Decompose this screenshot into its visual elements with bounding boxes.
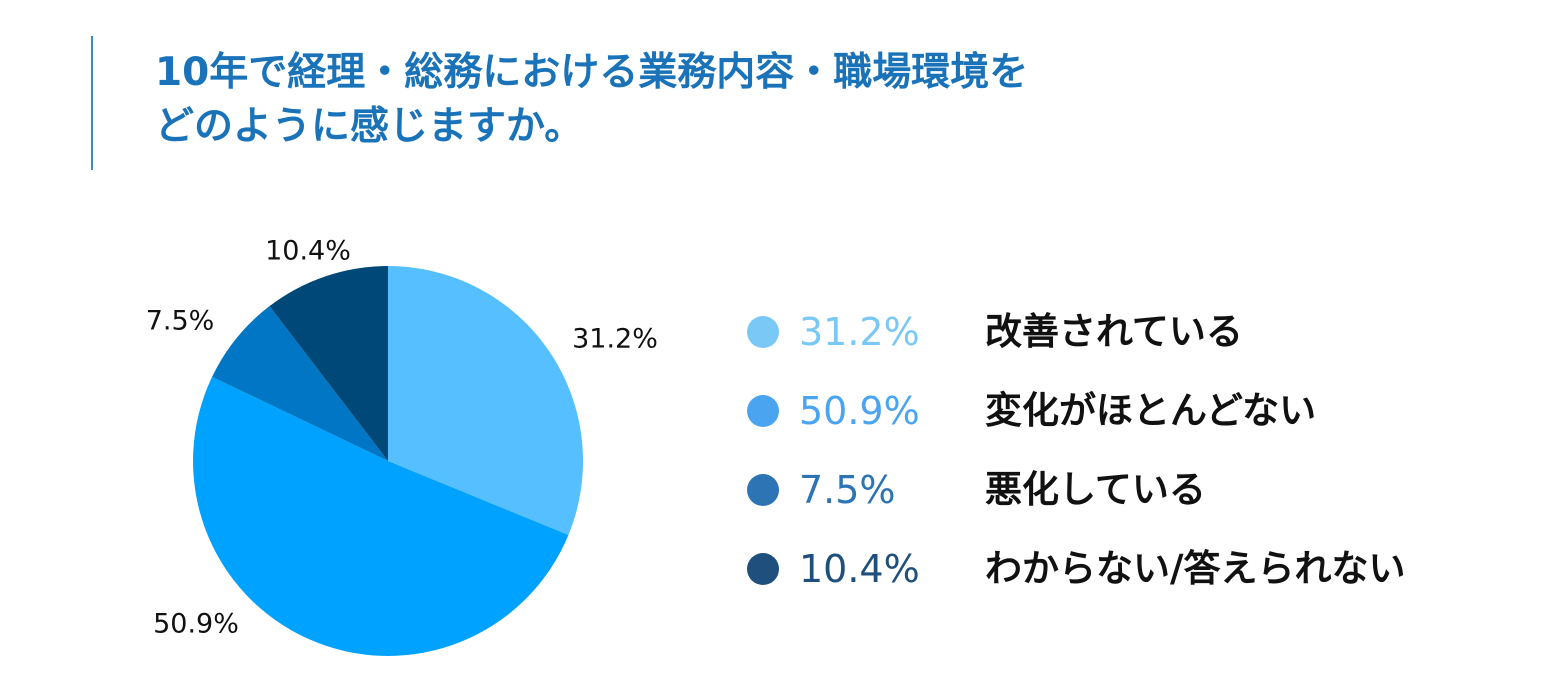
chart-title: 10年で経理・総務における業務内容・職場環境を どのように感じますか。 (155, 46, 1028, 154)
legend-item-unknown: 10.4% わからない/答えられない (745, 543, 1465, 622)
legend-dot-worsened (747, 474, 779, 506)
legend-value-worsened: 7.5% (799, 468, 896, 512)
legend-item-no-change: 50.9% 変化がほとんどない (745, 385, 1465, 464)
pie-chart: 31.2% 50.9% 7.5% 10.4% (146, 236, 658, 656)
legend-dot-no-change (747, 395, 779, 427)
legend-value-improved: 31.2% (799, 310, 920, 354)
legend-item-improved: 31.2% 改善されている (745, 306, 1465, 385)
chart-title-line-2: どのように感じますか。 (155, 104, 584, 149)
legend: 31.2% 改善されている 50.9% 変化がほとんどない 7.5% 悪化してい… (745, 306, 1465, 622)
legend-item-worsened: 7.5% 悪化している (745, 464, 1465, 543)
pie-label-unknown: 10.4% (265, 236, 351, 267)
pie-label-worsened: 7.5% (146, 306, 215, 337)
legend-label-improved: 改善されている (985, 310, 1243, 353)
legend-label-unknown: わからない/答えられない (985, 547, 1406, 590)
legend-value-unknown: 10.4% (799, 547, 920, 591)
legend-label-worsened: 悪化している (985, 468, 1206, 511)
pie-label-improved: 31.2% (572, 324, 658, 355)
title-accent-bar (91, 36, 93, 170)
pie-slice-improved (388, 266, 584, 536)
pie-slice-no-change (193, 376, 569, 656)
legend-label-no-change: 変化がほとんどない (985, 389, 1317, 432)
legend-value-no-change: 50.9% (799, 389, 920, 433)
legend-dot-improved (747, 316, 779, 348)
pie-slice-worsened (212, 306, 388, 461)
chart-title-line-1: 10年で経理・総務における業務内容・職場環境を (155, 50, 1029, 95)
pie-slice-unknown (269, 266, 388, 461)
pie-label-no-change: 50.9% (153, 609, 239, 640)
legend-dot-unknown (747, 553, 779, 585)
